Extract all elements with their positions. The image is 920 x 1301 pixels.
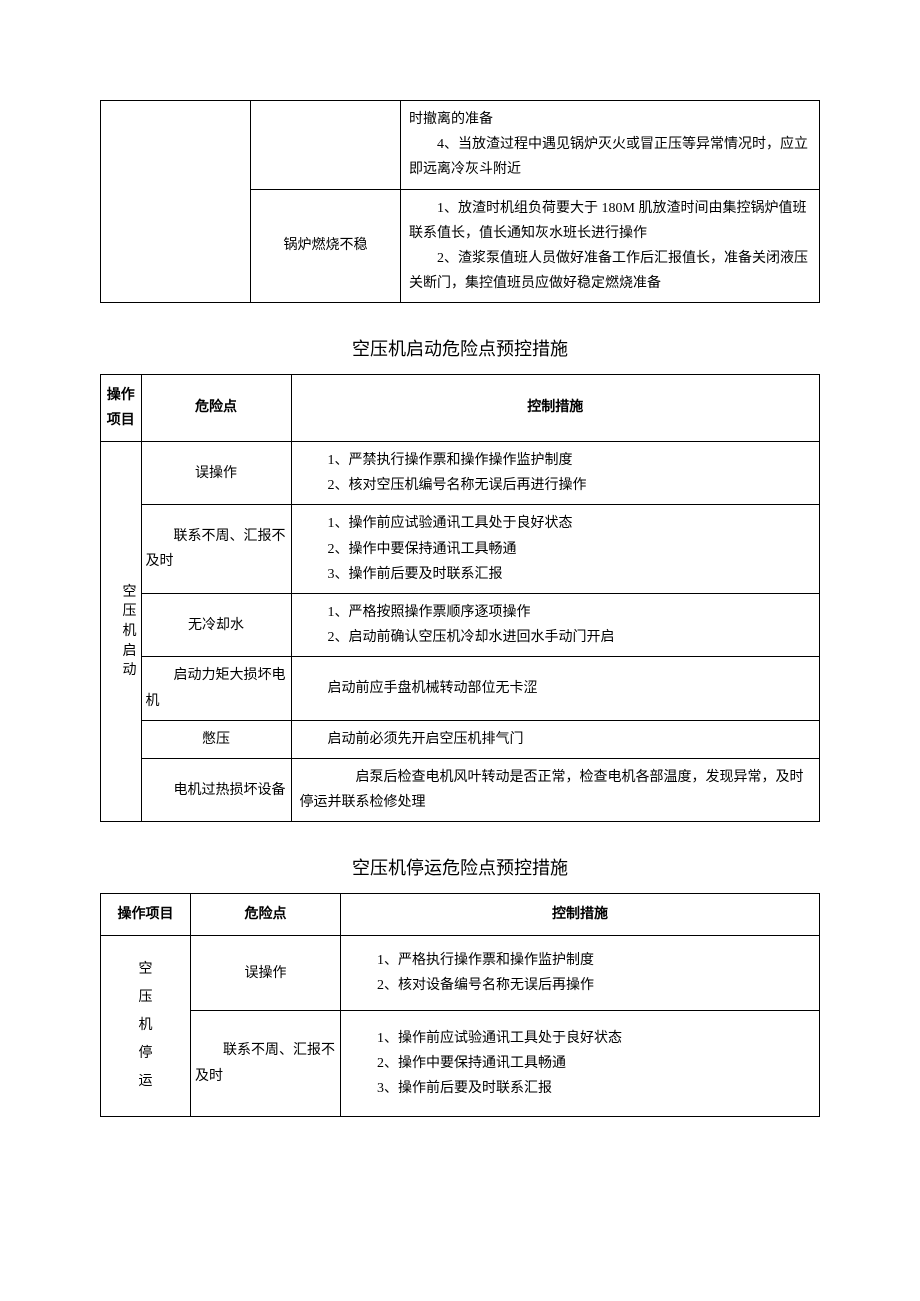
risk-cell: 锅炉燃烧不稳	[251, 189, 401, 303]
table-row: 憋压启动前必须先开启空压机排气门	[101, 720, 820, 758]
table-continuation: 时撤离的准备 4、当放渣过程中遇见锅炉灭火或冒正压等异常情况时，应立即远离冷灰斗…	[100, 100, 820, 303]
risk-cell: 电机过热损坏设备	[141, 758, 291, 821]
risk-cell: 误操作	[141, 442, 291, 505]
header-risk: 危险点	[141, 374, 291, 441]
table-row: 启动力矩大损坏电机启动前应手盘机械转动部位无卡涩	[101, 657, 820, 720]
table-header-row: 操作项目 危险点 控制措施	[101, 893, 820, 935]
measure-line: 2、渣浆泵值班人员做好准备工作后汇报值长，准备关闭液压关断门，集控值班员应做好稳…	[409, 246, 815, 296]
empty-risk-cell	[251, 101, 401, 190]
table-row: 联系不周、汇报不及时1、操作前应试验通讯工具处于良好状态2、操作中要保持通讯工具…	[101, 1011, 820, 1117]
measure-cell: 1、放渣时机组负荷要大于 180M 肌放渣时间由集控锅炉值班联系值长，值长通知灰…	[401, 189, 820, 303]
measure-line: 启泵后检查电机风叶转动是否正常，检查电机各部温度，发现异常，及时停运并联系检修处…	[300, 765, 816, 815]
measure-line: 1、操作前应试验通讯工具处于良好状态	[349, 1026, 815, 1051]
measure-cell: 1、操作前应试验通讯工具处于良好状态2、操作中要保持通讯工具畅通3、操作前后要及…	[341, 1011, 820, 1117]
measure-line: 启动前应手盘机械转动部位无卡涩	[300, 676, 816, 701]
table-row: 电机过热损坏设备 启泵后检查电机风叶转动是否正常，检查电机各部温度，发现异常，及…	[101, 758, 820, 821]
operation-label: 空压机停运	[101, 935, 191, 1116]
empty-cell	[101, 101, 251, 303]
table-row: 联系不周、汇报不及时1、操作前应试验通讯工具处于良好状态2、操作中要保持通讯工具…	[101, 505, 820, 594]
header-op: 操作项目	[101, 893, 191, 935]
header-op: 操作项目	[101, 374, 142, 441]
table-row: 无冷却水1、严格按照操作票顺序逐项操作2、启动前确认空压机冷却水进回水手动门开启	[101, 594, 820, 657]
spacer-cell	[101, 442, 119, 822]
table-row: 空压机停运误操作1、严格执行操作票和操作监护制度2、核对设备编号名称无误后再操作	[101, 935, 820, 1010]
measure-line: 2、操作中要保持通讯工具畅通	[349, 1051, 815, 1076]
measure-line: 启动前必须先开启空压机排气门	[300, 727, 816, 752]
measure-line: 时撤离的准备	[409, 107, 815, 132]
measure-line: 2、启动前确认空压机冷却水进回水手动门开启	[300, 625, 816, 650]
measure-cell: 时撤离的准备 4、当放渣过程中遇见锅炉灭火或冒正压等异常情况时，应立即远离冷灰斗…	[401, 101, 820, 190]
table-row: 空压机启动误操作1、严禁执行操作票和操作操作监护制度2、核对空压机编号名称无误后…	[101, 442, 820, 505]
measure-cell: 启动前应手盘机械转动部位无卡涩	[291, 657, 820, 720]
measure-line: 2、核对设备编号名称无误后再操作	[349, 973, 815, 998]
risk-cell: 误操作	[191, 935, 341, 1010]
measure-line: 2、核对空压机编号名称无误后再进行操作	[300, 473, 816, 498]
measure-line: 1、操作前应试验通讯工具处于良好状态	[300, 511, 816, 536]
measure-cell: 1、操作前应试验通讯工具处于良好状态2、操作中要保持通讯工具畅通3、操作前后要及…	[291, 505, 820, 594]
operation-label: 空压机启动	[119, 442, 142, 822]
measure-line: 1、严格执行操作票和操作监护制度	[349, 948, 815, 973]
measure-line: 1、严禁执行操作票和操作操作监护制度	[300, 448, 816, 473]
measure-line: 1、放渣时机组负荷要大于 180M 肌放渣时间由集控锅炉值班联系值长，值长通知灰…	[409, 196, 815, 246]
risk-cell: 无冷却水	[141, 594, 291, 657]
measure-cell: 1、严格执行操作票和操作监护制度2、核对设备编号名称无误后再操作	[341, 935, 820, 1010]
risk-cell: 联系不周、汇报不及时	[141, 505, 291, 594]
section-title-shutdown: 空压机停运危险点预控措施	[100, 852, 820, 884]
measure-line: 1、严格按照操作票顺序逐项操作	[300, 600, 816, 625]
risk-cell: 启动力矩大损坏电机	[141, 657, 291, 720]
measure-line: 2、操作中要保持通讯工具畅通	[300, 537, 816, 562]
table-compressor-shutdown: 操作项目 危险点 控制措施 空压机停运误操作1、严格执行操作票和操作监护制度2、…	[100, 893, 820, 1117]
section-title-startup: 空压机启动危险点预控措施	[100, 333, 820, 365]
table-header-row: 操作项目 危险点 控制措施	[101, 374, 820, 441]
measure-cell: 1、严禁执行操作票和操作操作监护制度2、核对空压机编号名称无误后再进行操作	[291, 442, 820, 505]
header-measure: 控制措施	[291, 374, 820, 441]
header-risk: 危险点	[191, 893, 341, 935]
risk-cell: 联系不周、汇报不及时	[191, 1011, 341, 1117]
table-row: 时撤离的准备 4、当放渣过程中遇见锅炉灭火或冒正压等异常情况时，应立即远离冷灰斗…	[101, 101, 820, 190]
measure-line: 4、当放渣过程中遇见锅炉灭火或冒正压等异常情况时，应立即远离冷灰斗附近	[409, 132, 815, 182]
table-compressor-startup: 操作项目 危险点 控制措施 空压机启动误操作1、严禁执行操作票和操作操作监护制度…	[100, 374, 820, 823]
measure-cell: 启动前必须先开启空压机排气门	[291, 720, 820, 758]
measure-cell: 1、严格按照操作票顺序逐项操作2、启动前确认空压机冷却水进回水手动门开启	[291, 594, 820, 657]
measure-line: 3、操作前后要及时联系汇报	[349, 1076, 815, 1101]
header-measure: 控制措施	[341, 893, 820, 935]
measure-cell: 启泵后检查电机风叶转动是否正常，检查电机各部温度，发现异常，及时停运并联系检修处…	[291, 758, 820, 821]
risk-cell: 憋压	[141, 720, 291, 758]
measure-line: 3、操作前后要及时联系汇报	[300, 562, 816, 587]
